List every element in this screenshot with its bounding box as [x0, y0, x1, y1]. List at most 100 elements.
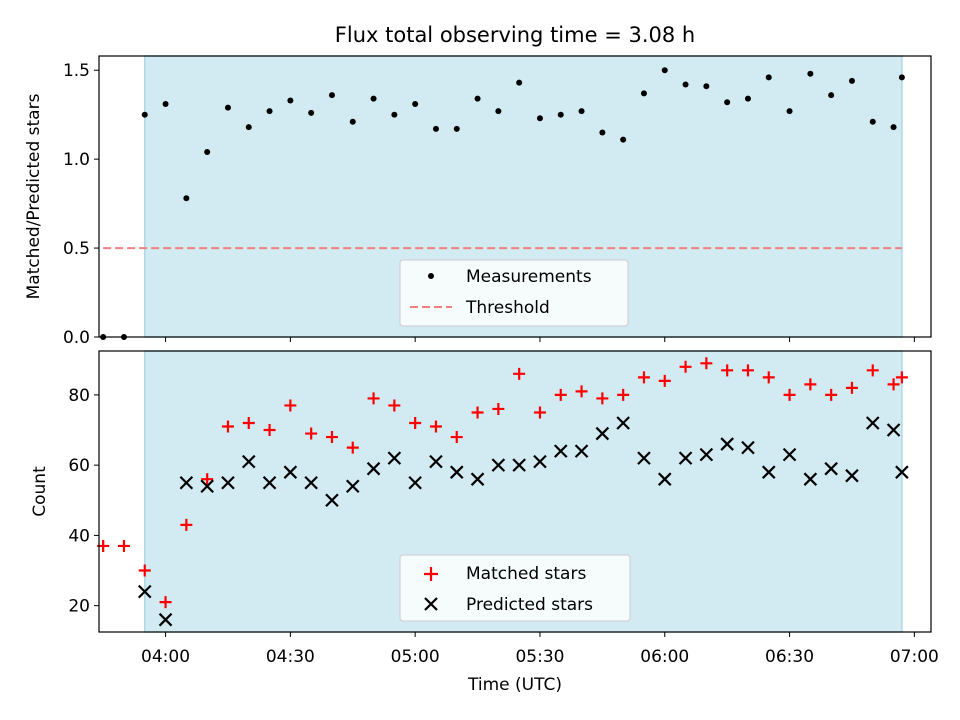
legend-measurements-label: Measurements — [466, 267, 592, 287]
bottom-x-tick-label: 06:00 — [640, 647, 689, 667]
measurement-point — [890, 124, 897, 131]
matched-star-point — [471, 406, 484, 419]
matched-star-point — [263, 424, 276, 437]
legend-predicted-marker — [424, 597, 438, 611]
matched-star-point — [242, 417, 255, 430]
bottom-y-tick-label: 20 — [68, 597, 90, 617]
legend-matched-label: Matched stars — [466, 564, 586, 584]
matched-stars-points — [97, 357, 908, 609]
measurement-point — [898, 74, 905, 81]
measurement-point — [162, 101, 169, 108]
predicted-stars-points — [137, 416, 909, 627]
bottom-x-tick-label: 06:30 — [765, 647, 814, 667]
predicted-star-point — [241, 454, 256, 469]
legend-measurements-marker — [428, 273, 434, 279]
bottom-x-tick-label: 05:30 — [515, 647, 564, 667]
predicted-star-point — [179, 475, 194, 490]
matched-star-point — [533, 406, 546, 419]
matched-star-point — [887, 378, 900, 391]
top-y-tick-label: 0.0 — [63, 328, 90, 348]
matched-star-point — [201, 473, 214, 486]
top-y-tick-label: 1.0 — [63, 150, 90, 170]
top-y-tick-label: 1.5 — [63, 61, 90, 81]
measurement-point — [703, 83, 710, 90]
measurement-point — [828, 92, 835, 99]
bottom-y-tick-label: 40 — [68, 526, 90, 546]
matched-star-point — [804, 378, 817, 391]
predicted-star-point — [886, 423, 901, 437]
predicted-star-point — [408, 475, 422, 490]
measurement-point — [786, 108, 793, 115]
predicted-star-point — [262, 475, 277, 490]
matched-star-point — [180, 518, 193, 531]
matched-star-point — [895, 371, 908, 384]
bottom-x-ticks: 04:00 04:30 05:00 05:30 06:00 06:30 07:00 — [141, 632, 939, 667]
matched-star-point — [450, 431, 463, 444]
matched-star-point — [325, 431, 338, 444]
predicted-star-point — [637, 451, 651, 465]
measurement-point — [141, 111, 148, 118]
measurement-point — [848, 77, 855, 84]
predicted-star-point — [574, 444, 589, 458]
legend-threshold-label: Threshold — [465, 298, 550, 318]
measurement-point — [349, 118, 356, 125]
matched-star-point — [637, 371, 650, 384]
matched-star-point — [138, 564, 151, 577]
matched-star-point — [492, 402, 505, 415]
predicted-star-point — [283, 465, 298, 479]
matched-star-point — [825, 388, 838, 401]
matched-star-point — [617, 388, 630, 401]
predicted-star-point — [221, 475, 235, 490]
top-y-axis-label: Matched/Predicted stars — [24, 93, 44, 299]
measurement-point — [266, 108, 273, 115]
matched-star-point — [367, 392, 380, 405]
measurement-point — [744, 95, 751, 102]
matched-star-point — [221, 420, 234, 433]
top-legend-box — [399, 259, 629, 327]
matched-star-point — [866, 364, 879, 377]
measurement-point — [224, 104, 231, 111]
predicted-star-point — [720, 437, 734, 451]
measurement-point — [536, 115, 543, 122]
measurement-point — [682, 81, 689, 88]
measurement-point — [765, 74, 772, 81]
matched-star-point — [388, 399, 401, 412]
matched-star-point — [658, 374, 671, 387]
bottom-x-tick-label: 04:30 — [266, 647, 315, 667]
measurement-point — [557, 111, 564, 118]
measurement-point — [724, 99, 731, 106]
predicted-star-point — [158, 612, 173, 627]
measurement-point — [495, 108, 502, 115]
measurement-point — [578, 108, 585, 115]
measurement-point — [391, 111, 398, 118]
predicted-star-point — [657, 472, 672, 486]
measurement-point — [516, 79, 523, 86]
bottom-y-axis-label: Count — [30, 466, 50, 517]
top-axes-frame — [98, 55, 932, 338]
predicted-star-point — [366, 461, 381, 476]
measurement-point — [328, 92, 335, 99]
predicted-star-point — [782, 447, 797, 462]
predicted-star-point — [200, 479, 214, 494]
top-y-ticks: 0.0 0.5 1.0 1.5 — [63, 61, 99, 348]
bottom-legend-box — [399, 554, 631, 622]
measurement-point — [640, 90, 647, 97]
measurement-point — [869, 118, 876, 125]
matched-star-point — [429, 420, 442, 433]
predicted-star-point — [699, 447, 714, 462]
measurement-point — [661, 67, 668, 74]
matched-star-point — [700, 357, 713, 370]
predicted-star-point — [470, 472, 485, 486]
measurement-point — [432, 125, 439, 132]
measurement-point — [599, 129, 606, 136]
matched-star-point — [513, 367, 526, 380]
bottom-x-tick-label: 07:00 — [890, 647, 939, 667]
matched-star-point — [284, 399, 297, 412]
bottom-legend: Matched stars Predicted stars — [399, 554, 631, 622]
predicted-star-point — [678, 451, 693, 465]
matched-star-point — [783, 388, 796, 401]
predicted-star-point — [595, 426, 610, 441]
top-x-ticks — [165, 337, 915, 342]
